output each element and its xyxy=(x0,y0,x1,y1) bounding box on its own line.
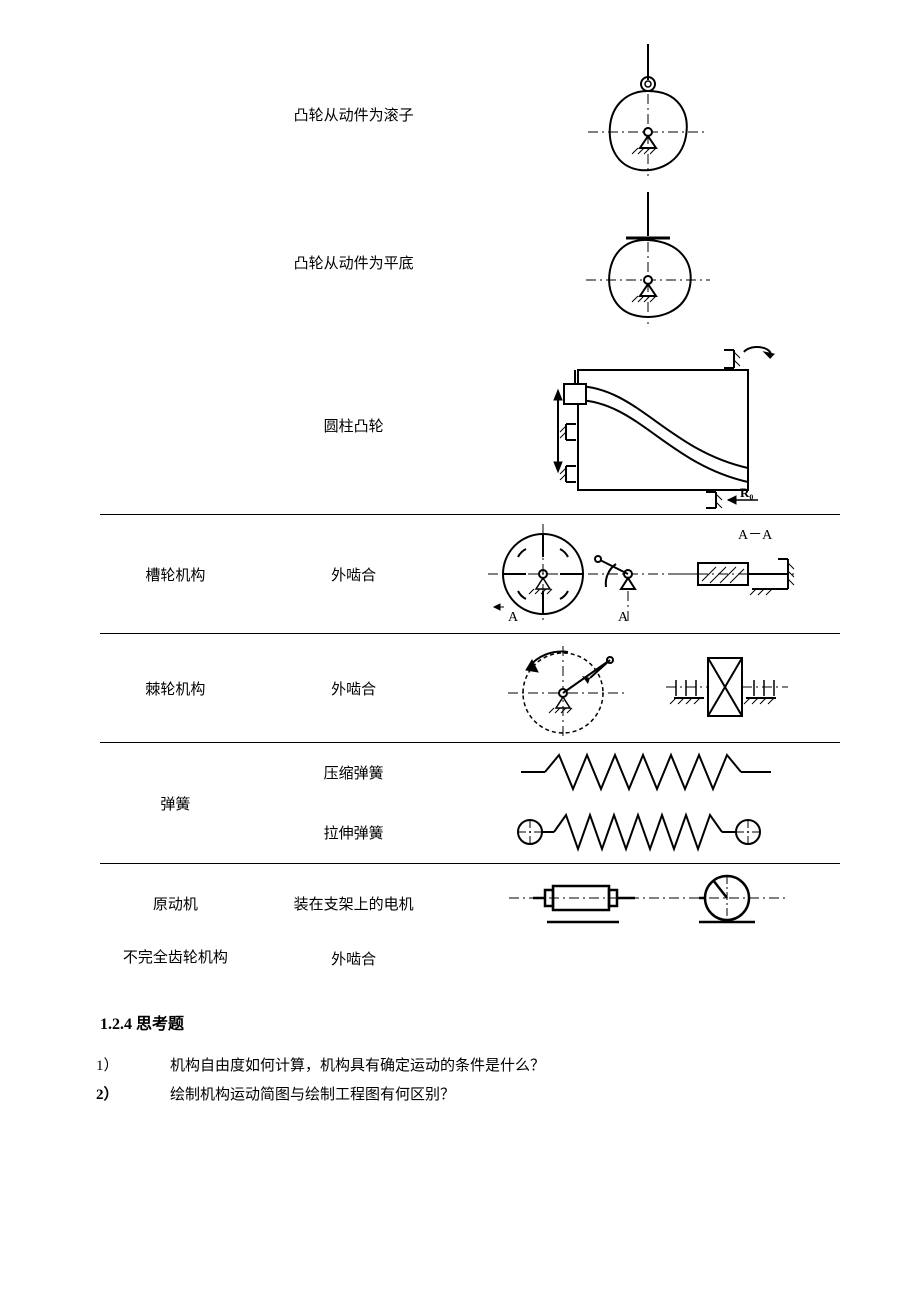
cell-category: 弹簧 xyxy=(100,743,251,864)
motor-diagram xyxy=(503,868,793,938)
cell-name: 外啮合 xyxy=(251,942,457,974)
question-number: 1） xyxy=(136,1052,170,1081)
cylindrical-cam-diagram: R₀ xyxy=(518,340,778,510)
geneva-A-left: A xyxy=(508,610,519,625)
list-item: 1）机构自由度如何计算，机构具有确定运动的条件是什么？ xyxy=(136,1052,840,1081)
cell-diagram xyxy=(457,743,840,802)
question-text: 绘制机构运动简图与绘制工程图有何区别？ xyxy=(170,1087,455,1103)
cell-name: 圆柱凸轮 xyxy=(251,336,457,515)
compression-spring-diagram xyxy=(513,747,783,797)
cell-name: 拉伸弹簧 xyxy=(251,801,457,864)
cell-name: 外啮合 xyxy=(251,634,457,743)
cell-diagram: A A A－A xyxy=(457,515,840,634)
cell-diagram xyxy=(457,188,840,336)
cell-category xyxy=(100,188,251,336)
table-row: 不完全齿轮机构 外啮合 xyxy=(100,942,840,974)
tension-spring-diagram xyxy=(508,805,788,859)
cell-category xyxy=(100,40,251,188)
cell-name: 压缩弹簧 xyxy=(251,743,457,802)
table-row: 凸轮从动件为平底 xyxy=(100,188,840,336)
ratchet-diagram xyxy=(498,638,798,738)
geneva-section-label: A－A xyxy=(738,528,773,543)
cell-name: 外啮合 xyxy=(251,515,457,634)
cell-diagram xyxy=(457,634,840,743)
section-heading: 1.2.4 思考题 xyxy=(100,1010,840,1034)
table-row: 凸轮从动件为滚子 xyxy=(100,40,840,188)
table-row: 弹簧 压缩弹簧 xyxy=(100,743,840,802)
table-row: 棘轮机构 外啮合 xyxy=(100,634,840,743)
cell-category: 不完全齿轮机构 xyxy=(100,942,251,974)
cell-category: 棘轮机构 xyxy=(100,634,251,743)
geneva-A-right: A xyxy=(618,610,629,625)
cell-diagram xyxy=(457,40,840,188)
cell-category: 槽轮机构 xyxy=(100,515,251,634)
cell-diagram: R₀ xyxy=(457,336,840,515)
cell-diagram xyxy=(457,864,840,943)
question-list: 1）机构自由度如何计算，机构具有确定运动的条件是什么？ 2）绘制机构运动简图与绘… xyxy=(100,1052,840,1109)
list-item: 2）绘制机构运动简图与绘制工程图有何区别？ xyxy=(136,1081,840,1110)
cam-roller-diagram xyxy=(568,44,728,184)
geneva-diagram: A A A－A xyxy=(488,519,808,629)
table-row: 原动机 装在支架上的电机 xyxy=(100,864,840,943)
cell-diagram xyxy=(457,801,840,864)
cell-name: 装在支架上的电机 xyxy=(251,864,457,943)
r0-label: R₀ xyxy=(740,485,753,500)
table-row: 槽轮机构 外啮合 xyxy=(100,515,840,634)
symbol-table: 凸轮从动件为滚子 xyxy=(100,40,840,974)
question-text: 机构自由度如何计算，机构具有确定运动的条件是什么？ xyxy=(170,1058,545,1074)
table-row: 圆柱凸轮 xyxy=(100,336,840,515)
cell-diagram xyxy=(457,942,840,974)
cell-category xyxy=(100,336,251,515)
question-number: 2） xyxy=(136,1081,170,1110)
cell-name: 凸轮从动件为平底 xyxy=(251,188,457,336)
cell-category: 原动机 xyxy=(100,864,251,943)
cell-name: 凸轮从动件为滚子 xyxy=(251,40,457,188)
cam-flat-diagram xyxy=(568,192,728,332)
